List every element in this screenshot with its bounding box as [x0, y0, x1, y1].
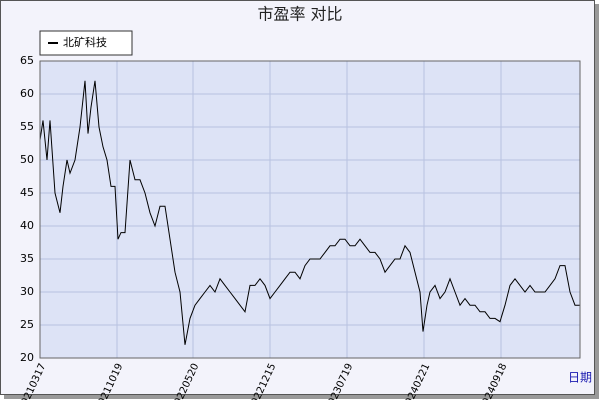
y-tick-label: 20 [20, 351, 34, 364]
shadow [595, 4, 599, 399]
chart-title: 市盈率 对比 [257, 5, 342, 24]
shadow [4, 395, 599, 399]
plot-area [40, 61, 580, 358]
x-axis-label: 日期 [568, 371, 592, 385]
y-tick-label: 60 [20, 87, 34, 100]
y-tick-label: 25 [20, 318, 34, 331]
line [39, 80, 580, 345]
y-tick-label: 40 [20, 219, 34, 232]
y-tick-label: 50 [20, 153, 34, 166]
y-tick-label: 35 [20, 252, 34, 265]
plot-border [39, 60, 581, 359]
legend-label: 北矿科技 [63, 35, 107, 49]
y-tick-label: 30 [20, 285, 34, 298]
y-tick-label: 45 [20, 186, 34, 199]
y-tick-label: 55 [20, 120, 34, 133]
y-tick-label: 65 [20, 54, 34, 67]
